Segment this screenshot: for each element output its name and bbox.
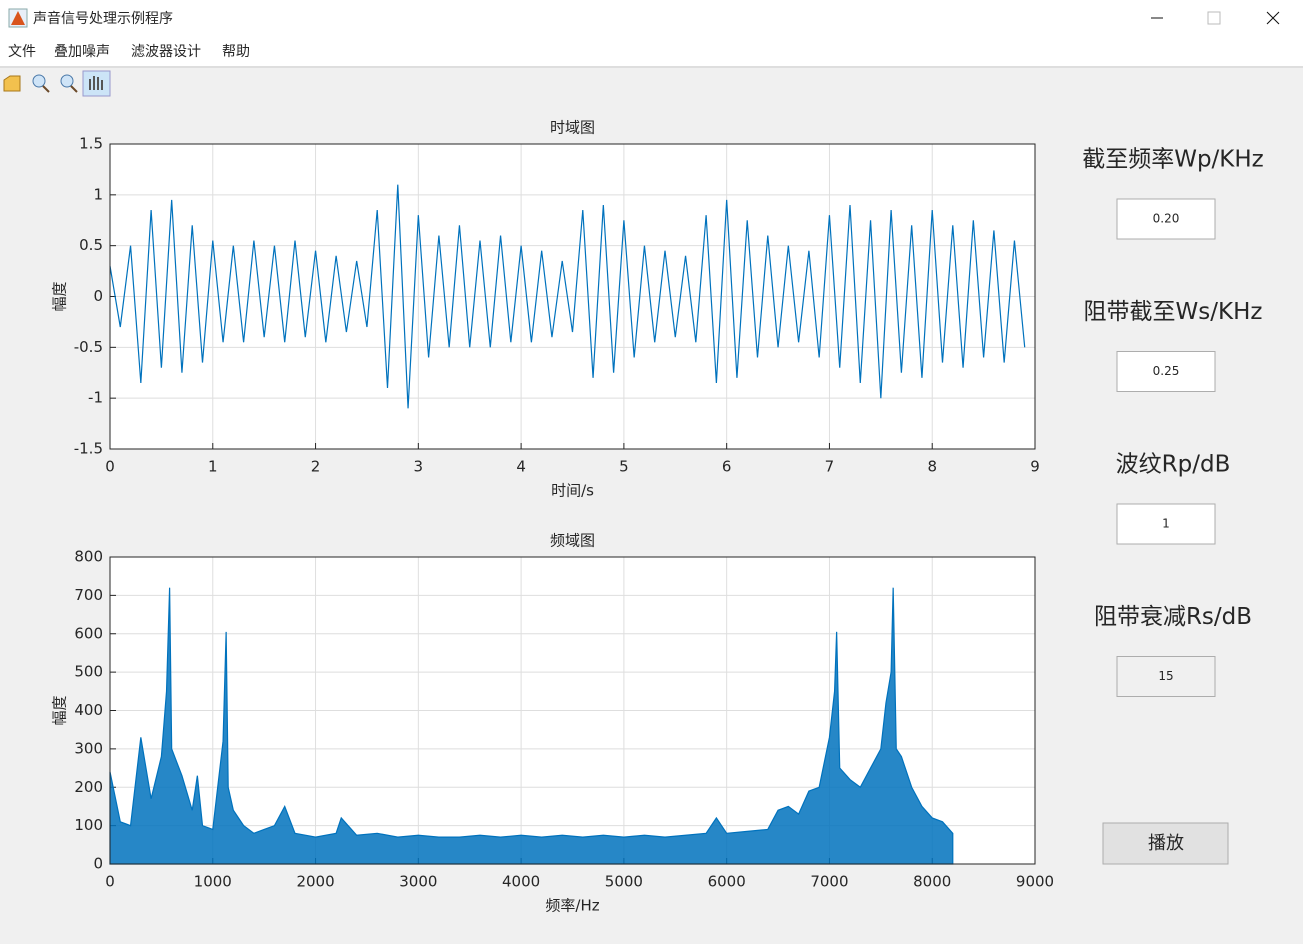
x-tick-label: 3	[414, 458, 424, 476]
y-tick-label: 800	[74, 548, 103, 566]
x-tick-label: 2	[311, 458, 321, 476]
close-button[interactable]	[1266, 11, 1280, 25]
input-value: 15	[1158, 669, 1173, 683]
play-button[interactable]	[1102, 822, 1229, 865]
y-tick-label: 0.5	[79, 236, 103, 254]
x-tick-label: 7	[825, 458, 835, 476]
y-tick-label: 100	[74, 816, 103, 834]
text-input[interactable]	[1116, 198, 1216, 240]
zoom-in-tool[interactable]	[32, 74, 46, 88]
x-tick-label: 0	[105, 873, 115, 891]
x-axis-label: 频率/Hz	[545, 897, 599, 915]
x-tick-label: 1000	[194, 873, 232, 891]
y-tick-label: 600	[74, 624, 103, 642]
x-tick-label: 6000	[708, 873, 746, 891]
y-tick-label: 0	[93, 855, 103, 873]
control-label: 阻带衰减Rs/dB	[1094, 604, 1252, 630]
x-tick-label: 9	[1030, 458, 1040, 476]
x-tick-label: 5	[619, 458, 629, 476]
y-axis-label: 幅度	[51, 695, 69, 725]
x-tick-label: 6	[722, 458, 732, 476]
y-tick-label: -1.5	[74, 440, 103, 458]
zoom-out-handle	[70, 85, 78, 93]
y-tick-label: 0	[93, 287, 103, 305]
text-input[interactable]	[1116, 503, 1216, 545]
title-bar	[0, 0, 1303, 38]
y-tick-label: 700	[74, 586, 103, 604]
input-value: 1	[1162, 517, 1170, 531]
y-tick-label: 200	[74, 778, 103, 796]
x-tick-label: 4000	[502, 873, 540, 891]
app-icon-shape	[11, 11, 25, 25]
menu-item[interactable]: 滤波器设计	[131, 44, 201, 60]
x-tick-label: 3000	[399, 873, 437, 891]
y-tick-label: 1.5	[79, 135, 103, 153]
x-tick-label: 5000	[605, 873, 643, 891]
y-tick-label: 300	[74, 739, 103, 757]
y-tick-label: -0.5	[74, 338, 103, 356]
axes-box	[109, 143, 1036, 450]
zoom-in-handle	[42, 85, 50, 93]
menu-item[interactable]: 叠加噪声	[54, 44, 110, 60]
menu-item[interactable]: 帮助	[222, 44, 250, 60]
chart-title: 频域图	[550, 532, 595, 550]
y-tick-label: 400	[74, 701, 103, 719]
input-value: 0.20	[1153, 212, 1180, 226]
x-tick-label: 0	[105, 458, 115, 476]
x-tick-label: 2000	[296, 873, 334, 891]
x-tick-label: 4	[516, 458, 526, 476]
open-tool[interactable]	[3, 75, 21, 92]
signal-line	[109, 184, 1026, 409]
menu-bar	[0, 38, 1303, 66]
x-tick-label: 9000	[1016, 873, 1054, 891]
spectrum-area	[109, 587, 954, 865]
zoom-out-tool[interactable]	[60, 74, 74, 88]
x-tick-label: 8000	[913, 873, 951, 891]
x-tick-label: 8	[927, 458, 937, 476]
text-input	[1116, 656, 1216, 697]
menu-item[interactable]: 文件	[8, 44, 36, 60]
play-button-label: 播放	[1148, 833, 1184, 854]
control-label: 波纹Rp/dB	[1116, 452, 1231, 478]
x-axis-label: 时间/s	[551, 482, 594, 500]
x-tick-label: 7000	[810, 873, 848, 891]
chart-title: 时域图	[550, 119, 595, 137]
y-axis-label: 幅度	[51, 281, 69, 311]
axes-box	[109, 556, 1036, 865]
control-label: 截至频率Wp/KHz	[1082, 147, 1264, 173]
maximize-button[interactable]	[1207, 11, 1221, 25]
input-value: 0.25	[1153, 364, 1180, 378]
pan-icon	[89, 76, 103, 90]
y-tick-label: 1	[93, 185, 103, 203]
control-label: 阻带截至Ws/KHz	[1084, 299, 1263, 325]
x-tick-label: 1	[208, 458, 218, 476]
y-tick-label: -1	[88, 389, 103, 407]
window-title: 声音信号处理示例程序	[33, 10, 173, 27]
pan-tool[interactable]	[82, 70, 111, 97]
text-input[interactable]	[1116, 351, 1216, 392]
y-tick-label: 500	[74, 663, 103, 681]
